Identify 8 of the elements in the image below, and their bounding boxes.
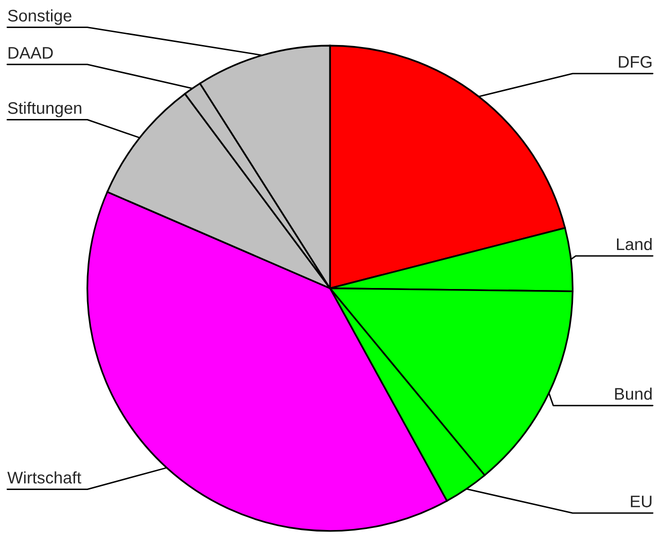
slice-label: Wirtschaft — [7, 471, 82, 484]
slice-label: DAAD — [8, 47, 53, 59]
slice-label: Bund — [615, 388, 652, 400]
slice-label: Land — [617, 238, 652, 250]
slice-label: Sonstige — [8, 9, 72, 25]
slice-label: DFG — [618, 56, 652, 68]
slice-label: Stiftungen — [8, 102, 82, 118]
slice-label: EU — [630, 496, 652, 508]
